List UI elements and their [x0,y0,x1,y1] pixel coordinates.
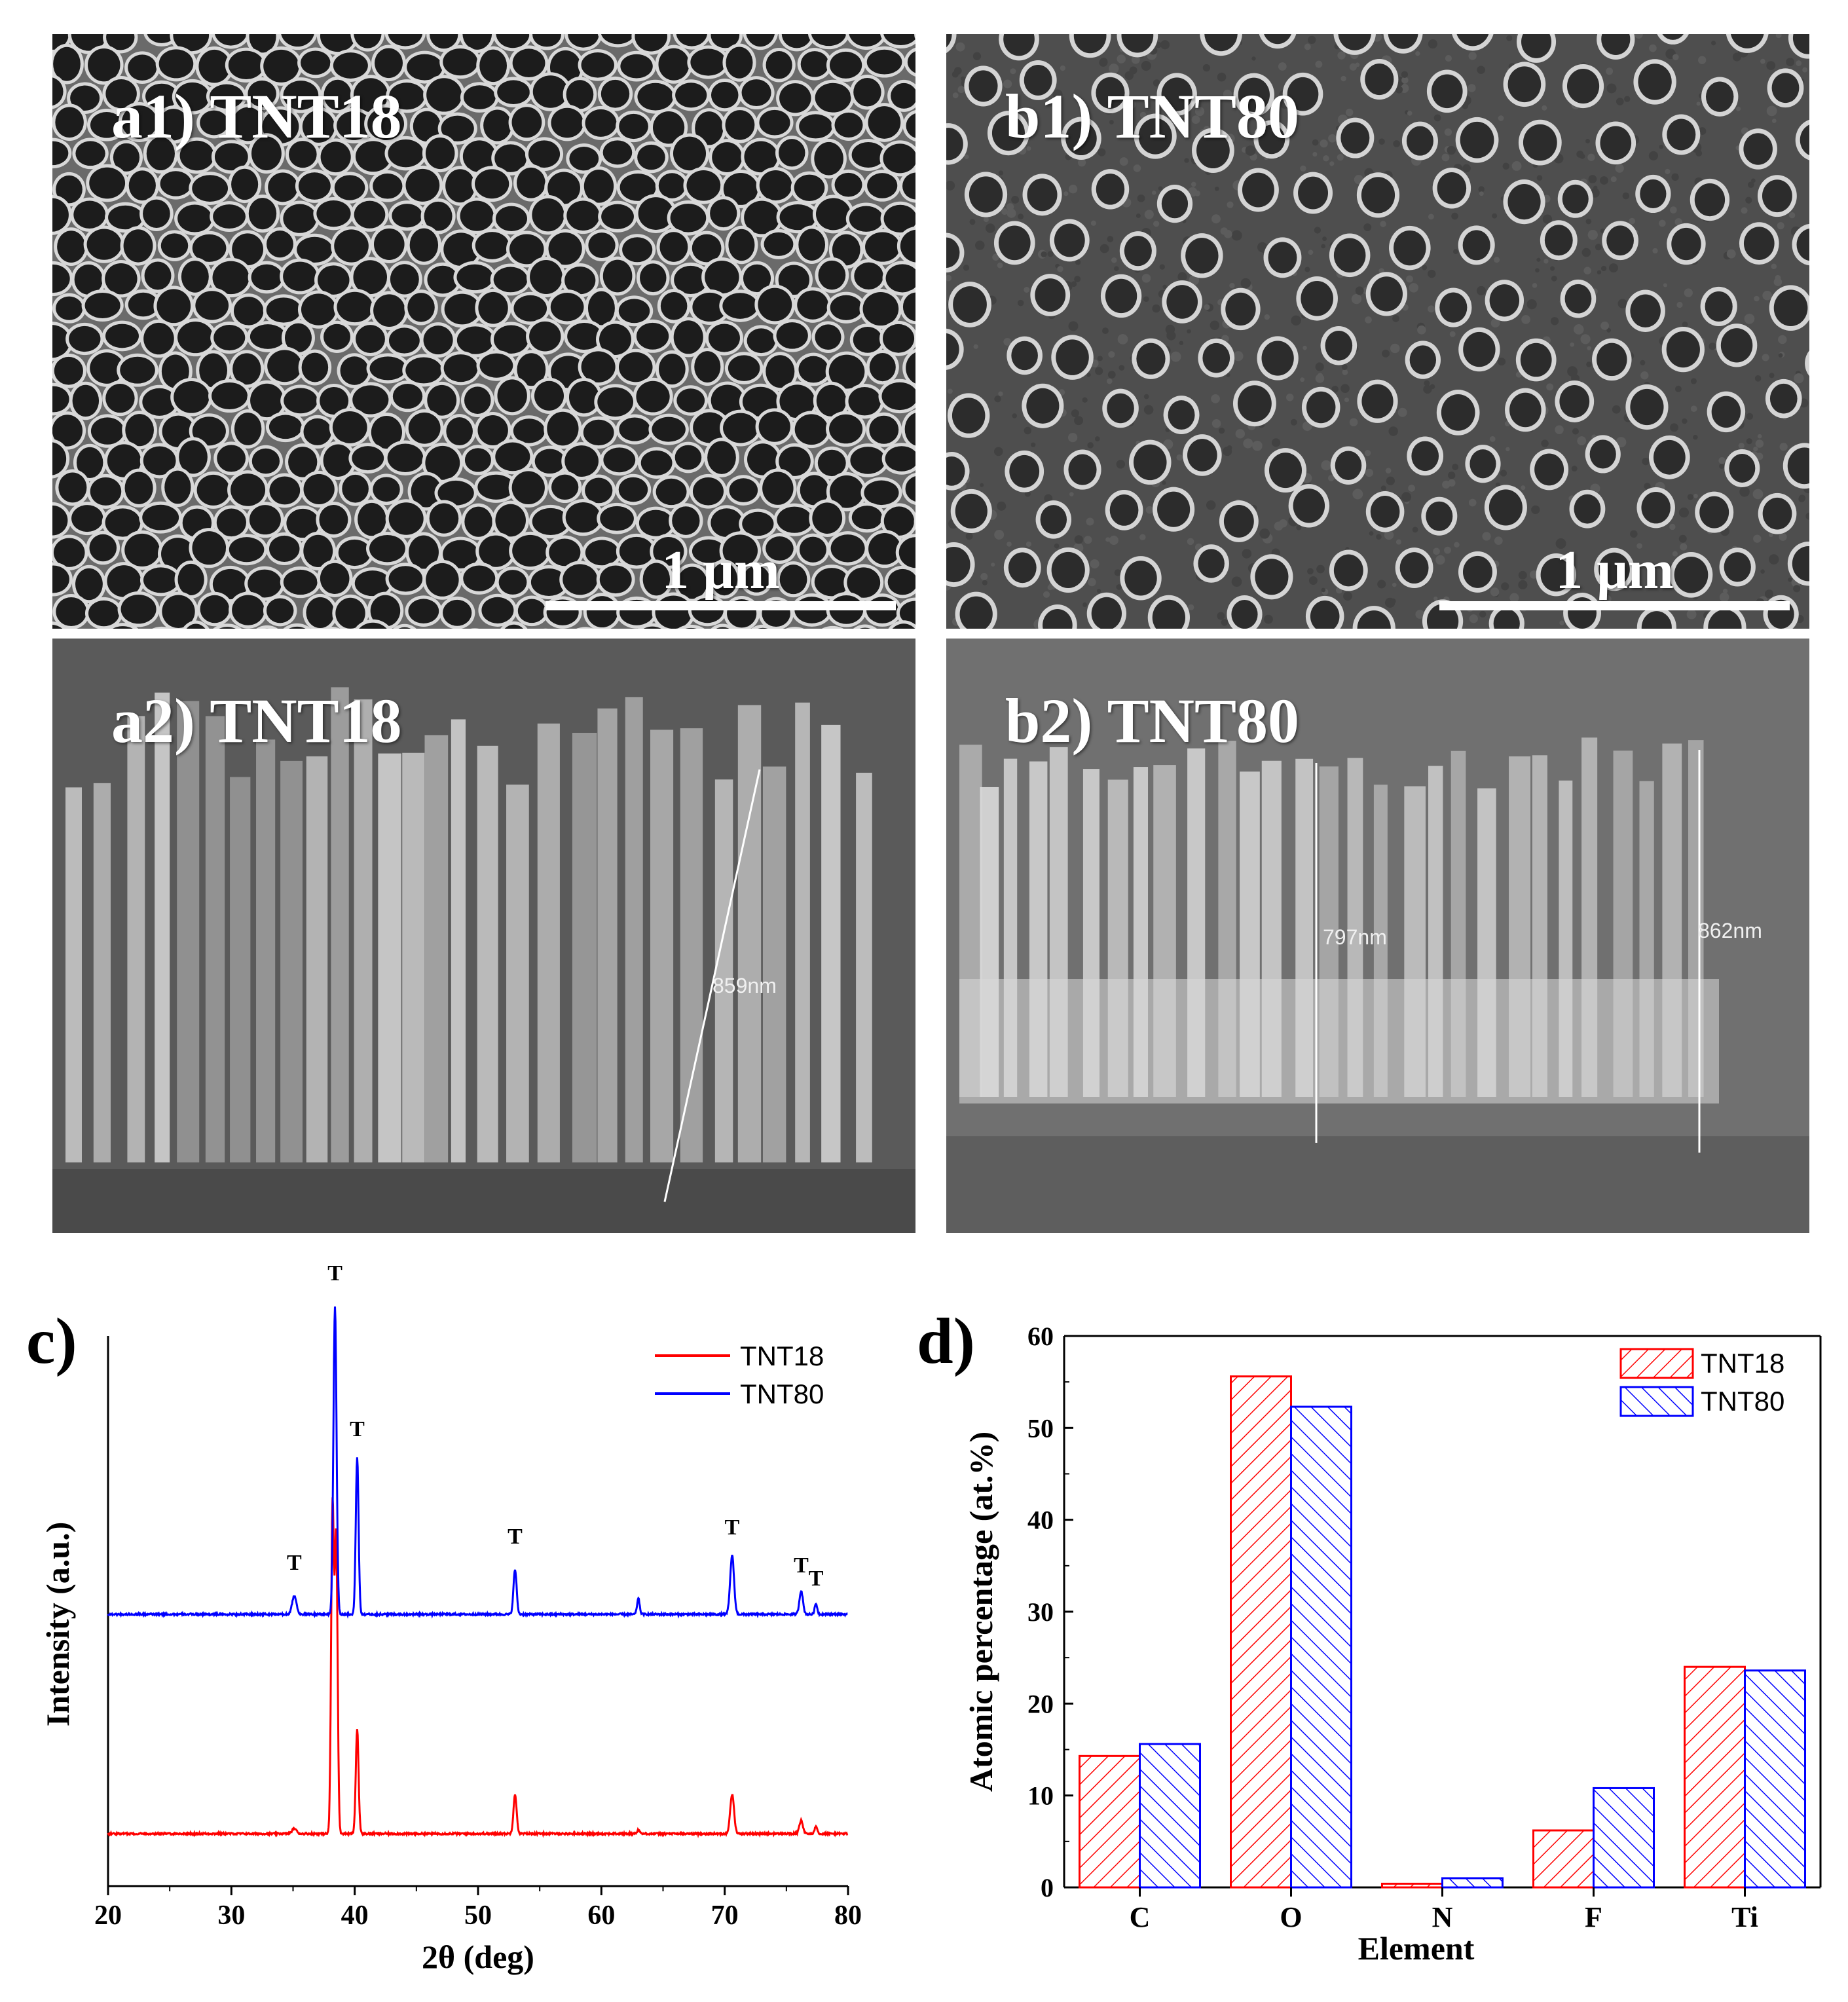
bar-tnt80-n [1441,1877,1504,1889]
peak-label: T [794,1553,809,1578]
scale-bar-b1: 1 μm [1439,538,1790,610]
nanotube-pores-a1 [52,34,915,629]
x-tick-label: 40 [341,1900,369,1931]
panel-label-d: d) [917,1305,975,1377]
series-line-tnt80 [107,1306,848,1619]
tube-base-b2 [959,979,1719,1103]
bar-tnt18-f [1532,1829,1595,1889]
sem-image-a1-top-view [52,34,915,629]
tube-columns-a2 [65,687,872,1162]
peak-label: T [809,1566,824,1591]
legend-label-tnt18: TNT18 [1701,1348,1784,1379]
sem-image-b2-cross-section [946,639,1809,1233]
bar-tnt18-ti [1684,1665,1746,1889]
x-tick-label: 80 [834,1900,862,1931]
y-tick-label: 40 [1027,1506,1054,1535]
sem-panel-a1: a1) TNT18 1 μm [52,34,915,629]
sem-panel-a2: a2) TNT18 859nm [52,639,915,1233]
y-tick-label: 30 [1027,1597,1054,1627]
peak-label: T [350,1417,365,1441]
y-tick-label: 10 [1027,1781,1054,1811]
panel-label-b1: b1) TNT80 [1005,81,1300,151]
x-axis-label: 2θ (deg) [422,1938,534,1975]
scale-bar-a1: 1 μm [545,538,896,610]
scale-bar-line-a1 [545,601,896,610]
panel-label-b2: b2) TNT80 [1005,686,1300,756]
x-tick-label: 60 [587,1900,615,1931]
x-tick-label: 30 [217,1900,245,1931]
x-tick-label: O [1280,1901,1302,1933]
substrate-b2 [946,1136,1809,1233]
substrate-a2 [52,1169,915,1233]
x-tick-label: F [1585,1901,1602,1933]
legend-swatch-tnt18 [1619,1348,1694,1379]
panel-label-c: c) [26,1305,77,1377]
nanotube-rings-b1 [946,34,1809,629]
x-tick-label: Ti [1731,1901,1758,1933]
y-tick-label: 20 [1027,1689,1054,1718]
peak-label: T [508,1525,523,1549]
legend-swatch-tnt80 [1619,1386,1694,1417]
y-axis-label: Atomic percentage (at.%) [963,1432,999,1792]
bar-tnt18-o [1230,1375,1292,1889]
scale-bar-label-a1: 1 μm [661,540,780,601]
peak-label: T [327,1261,342,1286]
x-tick-label: C [1130,1901,1151,1933]
scale-bar-line-b1 [1439,601,1790,610]
sem-image-b1-top-view [946,34,1809,629]
legend-label-tnt80: TNT80 [740,1379,824,1409]
panel-label-a1: a1) TNT18 [111,81,402,151]
x-tick-label: N [1432,1901,1453,1933]
peak-label: T [725,1515,740,1540]
legend-label-tnt80: TNT80 [1701,1386,1784,1417]
series-line-tnt18 [107,1497,849,1839]
bar-tnt80-f [1593,1787,1655,1889]
y-tick-label: 0 [1041,1873,1054,1902]
sem-panel-b2: b2) TNT80 797nm 862nm [946,639,1809,1233]
bar-tnt18-n [1381,1882,1443,1889]
x-axis-label: Element [1358,1930,1475,1967]
measurement-arrow-a2 [663,769,761,1202]
measurement-label-b2-1: 797nm [1323,925,1387,949]
composition-bar-chart: 0 10 20 30 40 50 60 C O N F Ti Element Atomic percent… [963,1322,1822,1967]
bar-tnt80-o [1290,1405,1352,1889]
measurement-label-a2: 859nm [712,974,777,997]
sem-panel-b1: b1) TNT80 1 μm [946,34,1809,629]
bar-tnt18-c [1079,1754,1141,1889]
scale-bar-label-b1: 1 μm [1555,540,1674,601]
y-axis-label: Intensity (a.u.) [39,1522,76,1727]
y-tick-label: 50 [1027,1413,1054,1443]
bar-tnt80-ti [1744,1669,1806,1889]
measurement-label-b2-2: 862nm [1698,919,1762,942]
bar-tnt80-c [1139,1743,1201,1889]
y-tick-label: 60 [1027,1322,1054,1351]
x-tick-label: 50 [464,1900,492,1931]
panel-label-a2: a2) TNT18 [111,686,402,756]
legend-label-tnt18: TNT18 [740,1341,824,1371]
sem-image-a2-cross-section [52,639,915,1233]
x-tick-label: 70 [711,1900,739,1931]
x-tick-label: 20 [94,1900,122,1931]
peak-label: T [287,1551,302,1575]
